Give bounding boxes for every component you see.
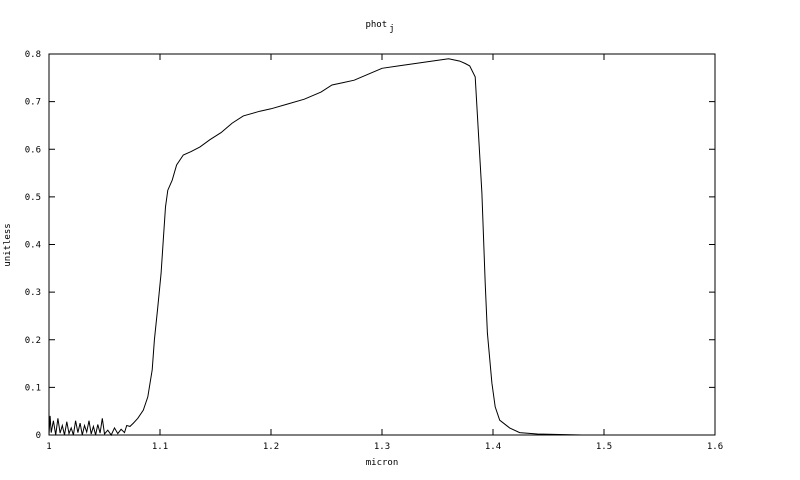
axis-ticks bbox=[48, 53, 716, 436]
x-tick-label: 1.3 bbox=[374, 442, 390, 452]
tick-labels: 1 1.1 1.2 1.3 1.4 1.5 1.6 0 0.1 0.2 0.3 0.4 0.5 0.6 0.… bbox=[25, 50, 723, 452]
y-tick-label: 0.1 bbox=[25, 383, 41, 393]
y-axis-label: unitless bbox=[3, 223, 13, 266]
series-line bbox=[48, 58, 715, 436]
y-tick-label: 0.4 bbox=[25, 241, 41, 251]
x-axis-label: micron bbox=[366, 458, 399, 468]
x-tick-label: 1.2 bbox=[263, 442, 279, 452]
y-tick-label: 0 bbox=[36, 431, 41, 441]
x-tick-label: 1.1 bbox=[152, 442, 168, 452]
chart-title: phot j bbox=[365, 20, 394, 34]
y-tick-label: 0.6 bbox=[25, 145, 41, 155]
y-tick-label: 0.2 bbox=[25, 336, 41, 346]
y-tick-label: 0.8 bbox=[25, 50, 41, 60]
plot-frame bbox=[48, 53, 716, 436]
x-tick-label: 1.5 bbox=[596, 442, 612, 452]
x-tick-label: 1.4 bbox=[485, 442, 501, 452]
x-tick-label: 1 bbox=[46, 442, 51, 452]
x-tick-label: 1.6 bbox=[707, 442, 723, 452]
y-tick-label: 0.7 bbox=[25, 98, 41, 108]
y-tick-label: 0.5 bbox=[25, 193, 41, 203]
y-tick-label: 0.3 bbox=[25, 288, 41, 298]
